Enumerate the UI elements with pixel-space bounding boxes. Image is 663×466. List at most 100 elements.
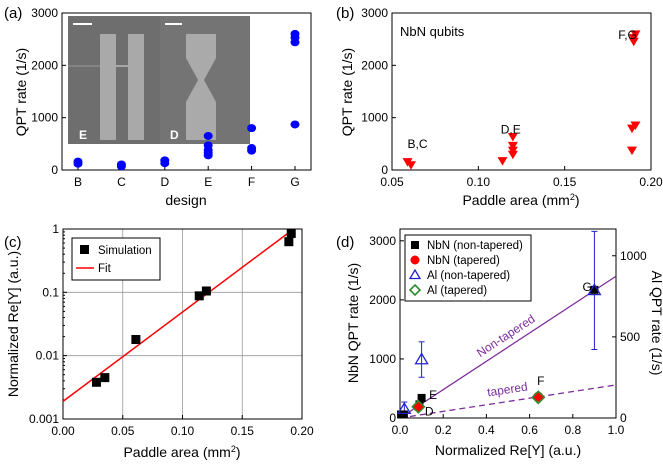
y-tick-label-c: 0.01 [36,349,60,363]
x-tick-label-a: D [160,175,169,189]
data-point-b [627,147,637,156]
legend-label-d: Al (tapered) [427,285,487,297]
trend-line-label-d: tapered [486,380,528,400]
y-tick-label-a: 0 [51,163,58,177]
annotation-d: D [425,405,434,419]
data-point-a [291,120,300,128]
legend-label-d: NbN (non-tapered) [427,240,523,252]
y-tick-label-b: 2000 [361,58,388,72]
y-tick-label-c: 0.001 [29,412,59,426]
data-point-c [92,378,101,387]
legend-label-d: Al (non-tapered) [427,270,510,282]
x-tick-label-c: 0.00 [51,424,75,438]
y2-axis-title-d: Al QPT rate (1/s) [649,271,663,376]
data-point-a [291,30,300,38]
legend-d: NbN (non-tapered) NbN (tapered) Al (non-ta… [405,235,531,301]
data-point-a [160,156,169,164]
data-point-a [74,158,83,166]
inset-e-left-pad [100,34,116,140]
panel-label-b: (b) [336,5,354,22]
y-tick-label-a: 2000 [31,58,58,72]
x-tick-label-d: 0.8 [564,423,581,437]
y-tick-label-d: 0 [389,411,396,425]
x-axis-title-c: Paddle area (mm2) [123,444,240,460]
x-tick-label-b: 0.15 [553,175,577,189]
panel-label-c: (c) [4,234,22,251]
legend-marker-d [411,256,420,265]
y-tick-label-b: 0 [381,163,388,177]
data-point-c [202,286,211,295]
x-axis-title-a: design [165,192,206,208]
legend-label-d: NbN (tapered) [427,255,500,267]
annotation-title-b: NbN qubits [400,24,465,39]
annotation-d: G [583,280,592,294]
annotation-b: F,G [618,28,637,42]
panel-label-d: (d) [336,234,354,251]
legend-marker-simulation [80,245,89,254]
x-tick-label-b: 0.05 [380,175,404,189]
data-point-c [287,229,296,238]
data-point-a [247,124,256,132]
legend-label-fit: Fit [98,263,112,275]
microscope-inset: E D [68,16,250,144]
data-point-nbn-nontapered [400,410,408,418]
y-axis-title-c: Normalized Re[Y] (a.u.) [5,251,21,397]
panel-b: 0.05 0.10 0.15 0.20 0 1000 2000 3000 NbN qubits… [339,6,663,208]
annotation-d: F [537,374,544,388]
y-tick-label-b: 1000 [361,111,388,125]
panel-c: 0.00 0.05 0.10 0.15 0.20 0.001 0.01 0.1 1 Simula… [5,222,314,460]
y-axis-title-b: QPT rate (1/s) [339,48,355,136]
y-tick-label-d: 3000 [369,234,396,248]
x-tick-label-d: 0.6 [521,423,538,437]
x-tick-label-d: 0.4 [478,423,495,437]
x-tick-label-c: 0.15 [231,424,255,438]
y-tick-label-c: 1 [52,222,59,236]
y-tick-label-b: 3000 [361,6,388,20]
x-tick-label-d: 1.0 [608,423,625,437]
y-axis-title-d: NbN QPT rate (1/s) [345,263,361,383]
x-tick-label-b: 0.10 [467,175,491,189]
data-point-a [117,161,126,169]
data-point-c [131,335,140,344]
x-tick-label-a: B [74,175,82,189]
inset-label-d: D [170,128,179,142]
x-tick-label-a: F [248,175,255,189]
panel-label-a: (a) [4,5,22,22]
x-tick-label-b: 0.20 [639,175,663,189]
x-tick-label-c: 0.20 [290,424,314,438]
legend-c: Simulation Fit [72,238,160,280]
y-tick-label-a: 1000 [31,111,58,125]
y-axis-title-a: QPT rate (1/s) [13,48,29,136]
data-point-c [100,373,109,382]
data-point-b [498,157,508,166]
x-tick-label-c: 0.10 [171,424,195,438]
annotation-b: B,C [408,137,428,151]
inset-e-right-pad [128,34,144,140]
data-point-a [204,141,213,149]
data-point-a [204,132,213,140]
x-tick-label-c: 0.05 [111,424,135,438]
x-tick-label-d: 0.0 [392,423,409,437]
x-tick-label-a: C [117,175,126,189]
y2-tick-label-d: 1000 [620,249,647,263]
annotation-d: E [429,388,437,402]
y2-tick-label-d: 0 [620,411,627,425]
panel-a: B C D E F G 0 1000 2000 3000 E D design QPT rate … [13,6,311,208]
x-tick-label-d: 0.2 [435,423,452,437]
x-tick-label-a: E [204,175,212,189]
inset-label-e: E [79,128,87,142]
y2-tick-label-d: 500 [620,330,640,344]
y-tick-label-c: 0.1 [42,285,59,299]
data-point-c [284,237,293,246]
legend-label-simulation: Simulation [98,245,152,257]
x-axis-title-d: Normalized Re[Y] (a.u.) [435,442,581,458]
panel-d: 0.0 0.2 0.4 0.6 0.8 1.0010002000300005001000 … [345,229,663,458]
y-tick-label-d: 2000 [369,293,396,307]
x-tick-label-a: G [290,175,299,189]
legend-marker-d [411,241,419,249]
data-point-a [247,144,256,152]
y-tick-label-a: 3000 [31,6,58,20]
annotation-b: D,E [501,122,521,136]
trend-line-label-d: Non-tapered [474,312,537,360]
